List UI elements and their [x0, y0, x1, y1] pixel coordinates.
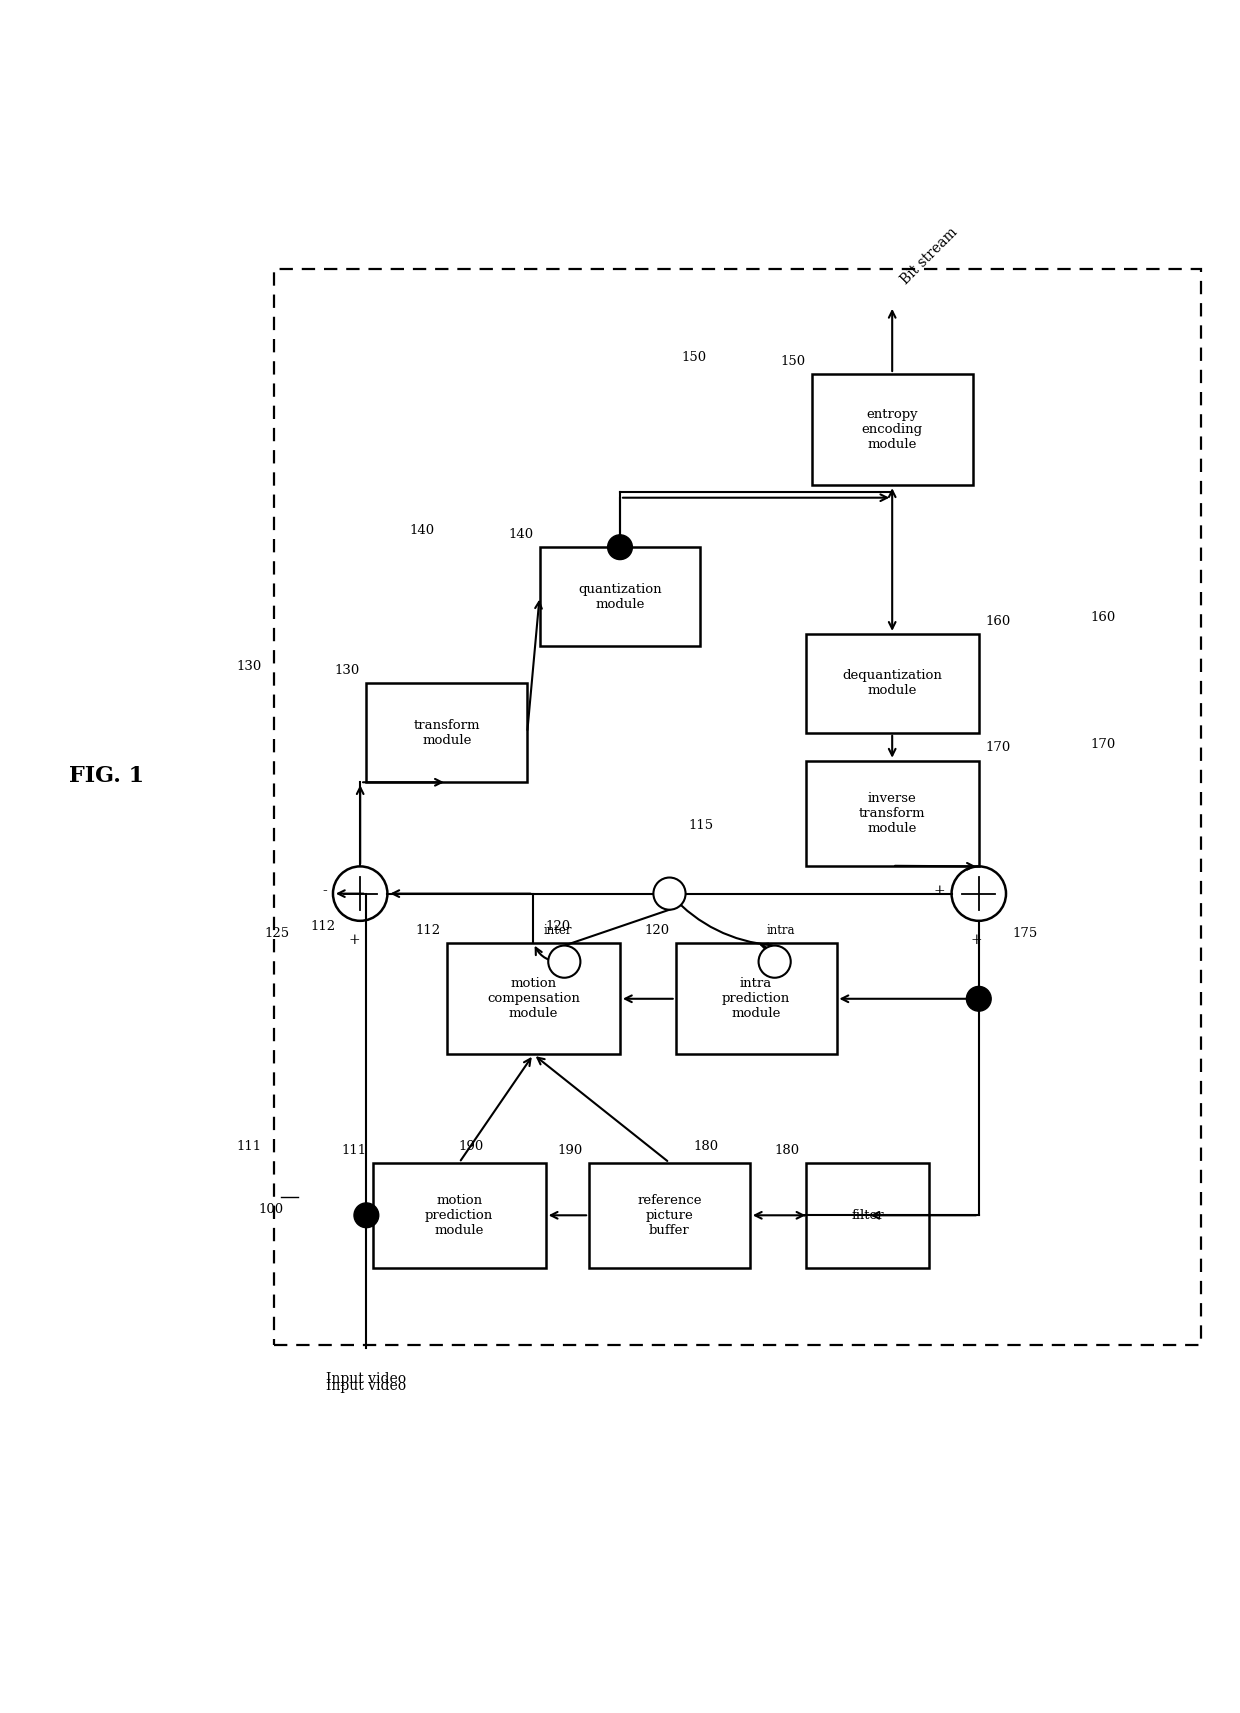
Circle shape: [608, 534, 632, 560]
Text: 115: 115: [688, 819, 713, 833]
Text: 160: 160: [1090, 612, 1116, 624]
Circle shape: [966, 987, 991, 1011]
Text: 111: 111: [236, 1139, 262, 1153]
Text: motion
prediction
module: motion prediction module: [425, 1194, 494, 1237]
FancyBboxPatch shape: [806, 1163, 929, 1268]
Text: 112: 112: [415, 923, 440, 937]
Text: 111: 111: [341, 1144, 366, 1156]
Text: 140: 140: [508, 528, 533, 541]
Text: 130: 130: [236, 661, 262, 673]
FancyBboxPatch shape: [539, 546, 701, 646]
Text: 190: 190: [558, 1144, 583, 1156]
Text: motion
compensation
module: motion compensation module: [487, 978, 580, 1021]
Text: filter: filter: [851, 1209, 884, 1221]
Text: 180: 180: [774, 1144, 800, 1156]
Text: 150: 150: [682, 351, 707, 365]
Circle shape: [759, 946, 791, 978]
Circle shape: [353, 1203, 378, 1228]
FancyBboxPatch shape: [372, 1163, 546, 1268]
Text: 175: 175: [1012, 927, 1038, 940]
FancyBboxPatch shape: [676, 944, 837, 1055]
Text: intra
prediction
module: intra prediction module: [722, 978, 790, 1021]
Text: 170: 170: [985, 742, 1011, 754]
Text: dequantization
module: dequantization module: [842, 670, 942, 697]
FancyArrowPatch shape: [536, 947, 562, 961]
FancyBboxPatch shape: [589, 1163, 750, 1268]
Text: 120: 120: [645, 923, 670, 937]
Text: entropy
encoding
module: entropy encoding module: [862, 408, 923, 451]
Circle shape: [548, 946, 580, 978]
Text: reference
picture
buffer: reference picture buffer: [637, 1194, 702, 1237]
Text: +: +: [971, 934, 982, 947]
Text: +: +: [348, 934, 360, 947]
Text: Input video: Input video: [326, 1379, 407, 1393]
Text: 140: 140: [409, 524, 434, 538]
Text: 125: 125: [264, 927, 290, 940]
Text: 120: 120: [546, 920, 570, 934]
Text: intra: intra: [766, 923, 795, 937]
FancyBboxPatch shape: [366, 683, 527, 783]
Text: 160: 160: [985, 615, 1011, 627]
Text: inter: inter: [544, 923, 573, 937]
Text: inverse
transform
module: inverse transform module: [859, 791, 925, 834]
FancyArrowPatch shape: [761, 944, 774, 959]
Text: +: +: [934, 884, 945, 898]
Text: 112: 112: [310, 920, 336, 934]
Text: Bit stream: Bit stream: [898, 226, 960, 288]
Text: Input video: Input video: [326, 1372, 407, 1386]
Text: transform
module: transform module: [413, 719, 480, 747]
FancyBboxPatch shape: [806, 634, 978, 733]
FancyBboxPatch shape: [812, 373, 972, 485]
Text: 150: 150: [780, 355, 806, 368]
FancyArrowPatch shape: [671, 896, 771, 946]
Text: 170: 170: [1090, 738, 1116, 750]
Text: 180: 180: [694, 1139, 719, 1153]
Text: quantization
module: quantization module: [578, 582, 662, 610]
Text: FIG. 1: FIG. 1: [69, 766, 144, 786]
FancyBboxPatch shape: [806, 761, 978, 865]
Text: 190: 190: [459, 1139, 484, 1153]
Text: 100: 100: [258, 1203, 284, 1216]
Circle shape: [653, 877, 686, 910]
FancyBboxPatch shape: [274, 269, 1202, 1345]
Text: -: -: [322, 884, 327, 898]
Text: 130: 130: [335, 665, 360, 677]
FancyBboxPatch shape: [446, 944, 620, 1055]
